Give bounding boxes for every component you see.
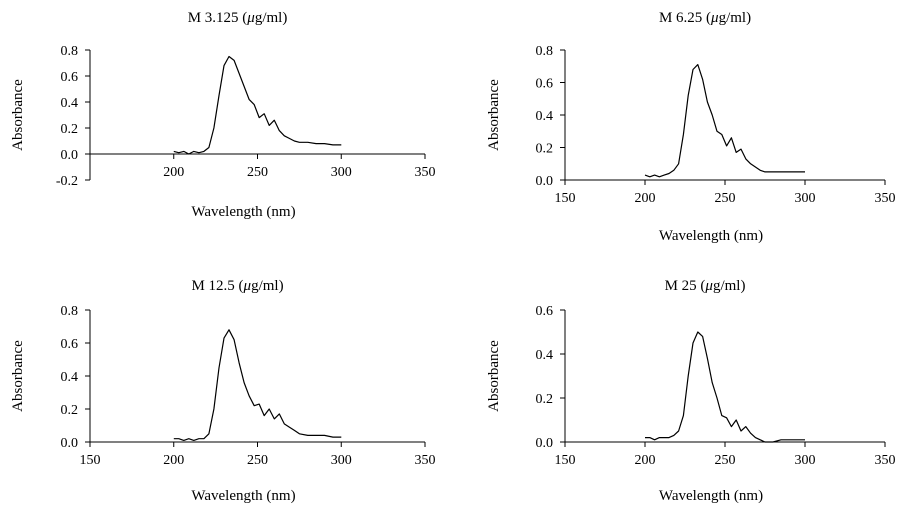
y-tick-label: 0.6 [61,337,79,352]
x-tick-label: 300 [331,165,352,180]
y-tick-label: 0.0 [61,148,79,163]
x-axis-label: Wavelength (nm) [659,488,763,504]
y-tick-label: 0.8 [61,304,79,319]
x-axis-label: Wavelength (nm) [659,228,763,244]
y-tick-label: 0.0 [536,436,554,451]
x-tick-label: 200 [163,165,184,180]
x-tick-label: 200 [635,453,656,468]
x-tick-label: 350 [415,165,436,180]
y-axis-label: Absorbance [10,79,26,151]
y-tick-label: 0.0 [536,174,554,189]
y-tick-label: 0.4 [61,370,79,385]
y-tick-label: 0.8 [536,44,554,59]
x-tick-label: 250 [247,453,268,468]
y-tick-label: 0.2 [61,403,79,418]
y-tick-label: 0.6 [536,304,554,319]
x-tick-label: 350 [875,453,896,468]
chart-panel-2: M 6.25 (μg/ml) 0.0 0.2 0.4 0.6 0.8 150 200 250 30… [486,10,896,244]
chart-panel-1: M 3.125 (μg/ml) -0.2 0.0 0.2 0.4 0.6 0.8 200 250… [10,10,436,220]
y-axis-label: Absorbance [10,340,26,412]
absorbance-spectrum-line [644,63,805,178]
absorbance-spectrum-line [173,329,342,441]
x-axis-label: Wavelength (nm) [191,488,295,504]
x-tick-label: 150 [80,453,101,468]
chart-title: M 3.125 (μg/ml) [188,10,288,26]
chart-title: M 25 (μg/ml) [665,278,746,294]
chart-panel-4: M 25 (μg/ml) 0.0 0.2 0.4 0.6 150 200 250 300 350 W… [486,278,896,504]
x-tick-label: 200 [163,453,184,468]
y-tick-label: 0.2 [536,392,554,407]
chart-title: M 6.25 (μg/ml) [659,10,751,26]
x-tick-label: 300 [795,191,816,206]
y-tick-label: 0.4 [61,96,79,111]
y-tick-label: 0.4 [536,109,554,124]
y-tick-label: 0.6 [536,77,554,92]
y-tick-label: 0.4 [536,348,554,363]
chart-panel-3: M 12.5 (μg/ml) 0.0 0.2 0.4 0.6 0.8 150 200 250 30… [10,278,436,504]
y-tick-label: -0.2 [56,174,78,189]
chart-title: M 12.5 (μg/ml) [191,278,283,294]
x-tick-label: 350 [415,453,436,468]
x-tick-label: 300 [795,453,816,468]
x-axis-label: Wavelength (nm) [191,204,295,220]
y-tick-label: 0.6 [61,70,79,85]
y-tick-label: 0.2 [536,142,554,157]
x-tick-label: 250 [715,453,736,468]
x-tick-label: 150 [555,191,576,206]
y-axis-label: Absorbance [486,79,502,151]
x-tick-label: 150 [555,453,576,468]
y-axis-label: Absorbance [486,340,502,412]
absorbance-spectrum-line [645,331,805,443]
x-tick-label: 350 [875,191,896,206]
y-tick-label: 0.0 [61,436,79,451]
x-tick-label: 250 [715,191,736,206]
absorbance-spectrum-line [173,55,342,155]
x-tick-label: 250 [247,165,268,180]
x-tick-label: 200 [635,191,656,206]
y-tick-label: 0.8 [61,44,79,59]
x-tick-label: 300 [331,453,352,468]
y-tick-label: 0.2 [61,122,79,137]
